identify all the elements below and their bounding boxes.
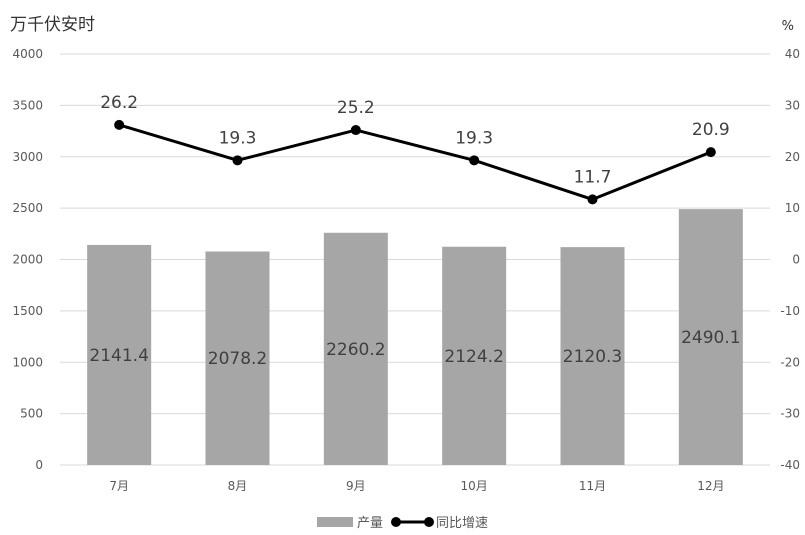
line-point	[705, 147, 716, 158]
bar-series	[87, 209, 743, 465]
right-tick-label: -30	[780, 407, 800, 421]
line-value-label: 19.3	[219, 128, 257, 148]
bar-value-label: 2490.1	[681, 328, 740, 348]
left-tick-label: 500	[20, 407, 43, 421]
bar-value-label: 2260.2	[326, 340, 385, 360]
legend-line-label: 同比增速	[436, 516, 488, 531]
bar	[87, 244, 152, 465]
right-axis-ticks: -40 -30 -20 -10 0 10 20 30 40	[780, 47, 800, 472]
legend-bar-label: 产量	[357, 516, 383, 531]
line-point	[232, 155, 243, 166]
left-tick-label: 3000	[12, 150, 43, 164]
right-tick-label: 20	[785, 150, 800, 164]
line-point	[587, 194, 598, 205]
bar-value-label: 2124.2	[444, 347, 503, 367]
line-value-label: 25.2	[337, 98, 375, 118]
right-tick-label: 0	[792, 253, 800, 267]
x-tick-label: 8月	[228, 479, 248, 493]
legend-bar-swatch	[317, 517, 353, 527]
left-axis-unit: 万千伏安时	[10, 15, 95, 35]
bar-value-label: 2120.3	[563, 347, 622, 367]
line-value-label: 26.2	[100, 93, 138, 113]
line-point	[114, 119, 125, 130]
x-tick-label: 9月	[346, 479, 366, 493]
growth-line	[118, 123, 712, 201]
left-tick-label: 2000	[12, 253, 43, 267]
x-axis-labels: 7月 8月 9月 10月 11月 12月	[109, 479, 724, 493]
left-tick-label: 0	[35, 458, 43, 472]
x-tick-label: 7月	[109, 479, 129, 493]
gridlines	[60, 53, 770, 466]
line-value-label: 11.7	[574, 167, 612, 187]
left-tick-label: 4000	[12, 47, 43, 61]
right-tick-label: -40	[780, 458, 800, 472]
bar-data-labels: 2141.4 2078.2 2260.2 2124.2 2120.3 2490.1	[89, 328, 740, 369]
right-tick-label: 30	[785, 98, 800, 112]
right-tick-label: 10	[785, 201, 800, 215]
bar-value-label: 2141.4	[89, 346, 148, 366]
legend-line-marker	[391, 517, 401, 527]
x-tick-label: 10月	[461, 479, 488, 493]
legend-line-marker	[424, 517, 434, 527]
x-tick-label: 11月	[579, 479, 606, 493]
right-tick-label: -10	[780, 304, 800, 318]
left-tick-label: 1000	[12, 355, 43, 369]
bar	[560, 247, 625, 465]
bar	[442, 246, 507, 465]
right-axis-unit: %	[782, 19, 794, 34]
bar-value-label: 2078.2	[208, 349, 267, 369]
left-tick-label: 2500	[12, 201, 43, 215]
line-value-label: 19.3	[455, 128, 493, 148]
line-point	[350, 125, 361, 136]
line-point	[469, 155, 480, 166]
line-value-label: 20.9	[692, 120, 730, 140]
left-axis-ticks: 0 500 1000 1500 2000 2500 3000 3500 4000	[12, 47, 43, 472]
bar	[323, 232, 388, 465]
bar	[205, 251, 270, 465]
left-tick-label: 3500	[12, 98, 43, 112]
right-tick-label: 40	[785, 47, 800, 61]
left-tick-label: 1500	[12, 304, 43, 318]
line-series: 26.2 19.3 25.2 19.3 11.7 20.9	[100, 93, 730, 205]
bar	[678, 209, 743, 465]
right-tick-label: -20	[780, 355, 800, 369]
legend: 产量 同比增速	[317, 516, 488, 531]
x-tick-label: 12月	[697, 479, 724, 493]
